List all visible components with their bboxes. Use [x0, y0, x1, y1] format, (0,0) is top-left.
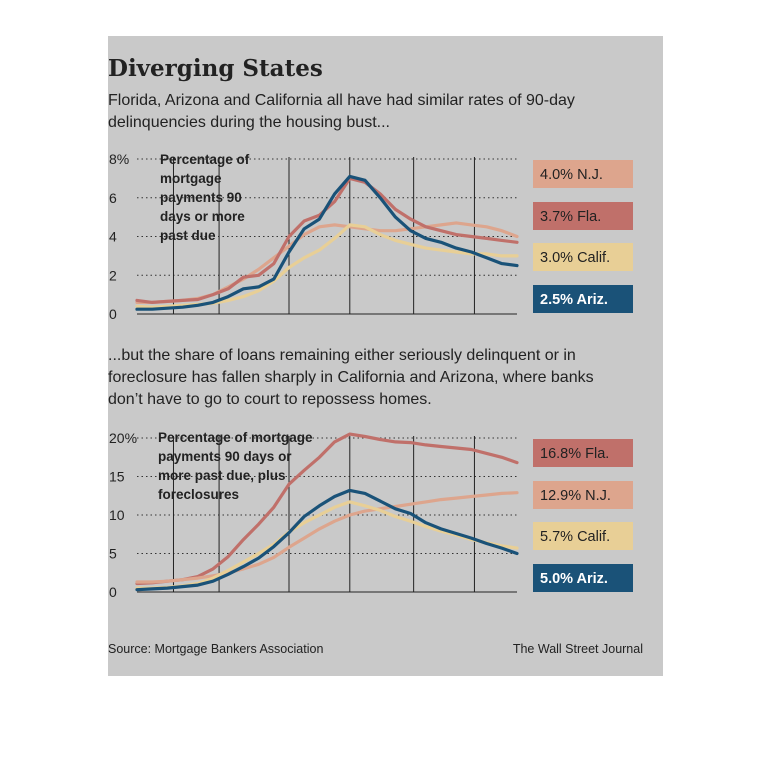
end-label-calif: 3.0% Calif. [540, 250, 610, 266]
delinquency-chart: 0 2 4 6 8% 4.0% N.J. 3.7% Fla. 3.0% Calif. 2.5% … [109, 151, 633, 322]
end-label-box-ariz [533, 564, 633, 592]
bottom-chart-subtitle: ...but the share of loans remaining eith… [108, 347, 594, 408]
end-label-nj: 4.0% N.J. [540, 167, 603, 183]
y-tick-label: 8% [109, 151, 129, 167]
top-chart-subtitle: Florida, Arizona and California all have… [108, 92, 575, 131]
end-label-box-nj [533, 481, 633, 509]
top-chart-note: Percentage of mortgage payments 90 days … [160, 152, 250, 243]
bottom-chart-note: Percentage of mortgage payments 90 days … [158, 430, 313, 502]
end-label-fla: 3.7% Fla. [540, 209, 601, 225]
end-label-box-fla [533, 439, 633, 467]
y-tick-label: 6 [109, 190, 117, 206]
end-label-ariz: 2.5% Ariz. [540, 292, 608, 308]
series-line-nj [135, 491, 519, 584]
series-line-ariz [135, 488, 519, 592]
y-tick-label: 0 [109, 306, 117, 322]
y-tick-label: 10 [109, 507, 125, 523]
series-line-fla [135, 432, 519, 586]
end-label-ariz: 5.0% Ariz. [540, 571, 608, 587]
chart-title: Diverging States [108, 55, 323, 82]
source-note: Source: Mortgage Bankers Association [108, 642, 324, 656]
end-label-box-calif [533, 243, 633, 271]
end-label-calif: 5.7% Calif. [540, 529, 610, 545]
delinquency-foreclosure-chart: 0 5 10 15 20% 16.8% Fla. 12.9% N.J. 5.7% Calif.… [109, 430, 633, 600]
y-tick-label: 15 [109, 469, 125, 485]
end-label-box-fla [533, 202, 633, 230]
y-tick-label: 4 [109, 229, 117, 245]
y-tick-label: 0 [109, 584, 117, 600]
y-tick-label: 20% [109, 430, 137, 446]
credit-note: The Wall Street Journal [512, 642, 643, 656]
end-label-nj: 12.9% N.J. [540, 488, 611, 504]
end-label-box-nj [533, 160, 633, 188]
end-label-fla: 16.8% Fla. [540, 446, 609, 462]
series-line-ariz [135, 174, 519, 311]
end-label-box-calif [533, 522, 633, 550]
y-tick-label: 2 [109, 267, 117, 283]
y-tick-label: 5 [109, 546, 117, 562]
end-label-box-ariz [533, 285, 633, 313]
